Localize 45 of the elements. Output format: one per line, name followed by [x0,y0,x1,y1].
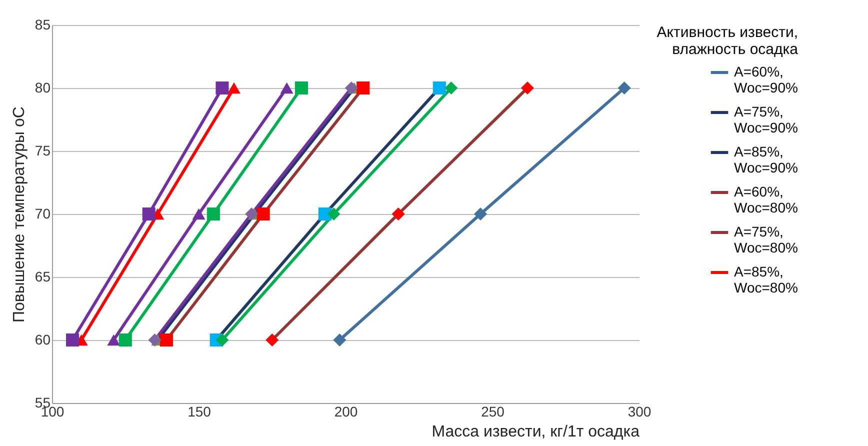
legend-label: A=85%, Woc=90% [734,144,798,176]
point [520,81,534,95]
point [327,207,340,221]
legend-label: A=60%, Woc=80% [734,184,798,216]
point [432,81,446,95]
x-axis-title: Масса извести, кг/1т осадка [432,424,640,440]
point [118,333,132,347]
point [266,333,279,347]
legend-label: A=85%, Woc=80% [734,264,798,296]
legend-title: Активность извести, влажность осадка [656,24,799,58]
legend-label: A=75%, Woc=80% [734,224,798,256]
x-tick-label: 150 [188,404,212,420]
point [160,333,173,347]
point [216,333,229,347]
point [107,334,120,346]
point [344,81,358,95]
point [216,81,229,95]
y-tick-label: 65 [34,268,51,284]
y-tick-label: 70 [34,206,51,222]
point [356,81,370,95]
point [192,208,206,220]
x-tick-label: 300 [628,404,652,420]
y-tick-label: 60 [34,332,51,348]
y-tick-label: 85 [34,16,51,32]
point [392,207,405,221]
legend-label: A=75%, Woc=90% [734,104,798,136]
point [294,81,308,95]
point [206,207,220,221]
point [280,82,294,94]
point [142,207,156,221]
x-tick-label: 200 [334,404,358,420]
point [444,81,458,95]
y-tick-label: 80 [34,80,51,96]
y-tick-label: 75 [34,142,51,158]
point [227,82,240,94]
point [474,207,488,221]
point [148,333,162,347]
point [618,81,631,95]
point [66,333,80,347]
x-tick-label: 250 [481,404,505,420]
legend-label: A=60%, Woc=90% [734,64,798,96]
point [245,207,258,221]
point [333,333,346,347]
point [256,207,270,221]
y-axis-title: Повышение температуры оС [10,106,28,322]
